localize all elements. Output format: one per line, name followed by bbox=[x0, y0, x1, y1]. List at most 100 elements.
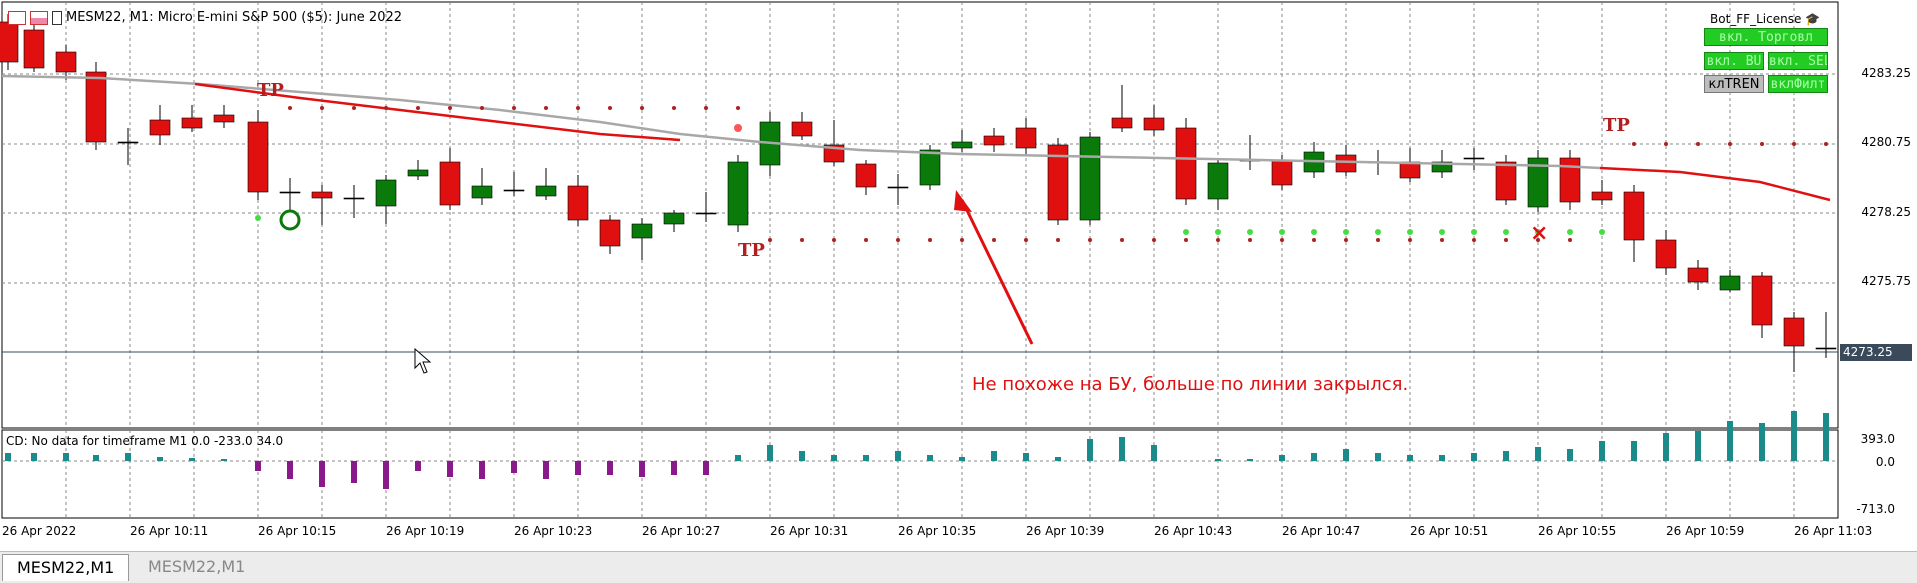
bear-candle bbox=[791, 121, 813, 137]
bear-candle bbox=[247, 121, 269, 193]
price-chart[interactable]: × bbox=[0, 0, 1917, 551]
hist-bar-positive bbox=[1215, 459, 1221, 461]
bear-candle bbox=[1751, 275, 1773, 326]
bull-candle bbox=[1207, 162, 1229, 200]
time-label: 26 Apr 10:23 bbox=[514, 524, 593, 538]
hist-bar-positive bbox=[1375, 453, 1381, 461]
sell-toggle-button[interactable]: вкл. SEL bbox=[1768, 52, 1828, 70]
tp-marker: TP bbox=[738, 240, 765, 261]
chart-window-icon[interactable] bbox=[8, 10, 26, 25]
tp-dot bbox=[1824, 142, 1828, 146]
chart-properties-icon[interactable] bbox=[30, 10, 48, 25]
bear-candle bbox=[1399, 161, 1421, 179]
bull-candle bbox=[919, 149, 941, 186]
tp-dot bbox=[480, 106, 484, 110]
price-label-4: 4275.75 bbox=[1861, 274, 1911, 288]
indicator-scale-max: 393.0 bbox=[1860, 432, 1895, 446]
green-dot bbox=[1471, 229, 1477, 235]
bear-candle bbox=[213, 114, 235, 123]
annotation-arrow-head bbox=[954, 190, 972, 212]
tp-dot bbox=[960, 238, 964, 242]
hist-bar-positive bbox=[1055, 457, 1061, 461]
price-label-1: 4283.25 bbox=[1861, 66, 1911, 80]
tab-active-chart[interactable]: MESM22,M1 bbox=[2, 554, 130, 581]
hist-bar-positive bbox=[863, 455, 869, 461]
bear-candle bbox=[149, 119, 171, 136]
bear-candle bbox=[343, 197, 365, 200]
green-dot bbox=[1375, 229, 1381, 235]
hist-bar-positive bbox=[1151, 445, 1157, 461]
hist-bar-positive bbox=[1631, 441, 1637, 461]
hist-bar-negative bbox=[447, 461, 453, 477]
bear-candle bbox=[1175, 127, 1197, 200]
hist-bar-positive bbox=[1695, 431, 1701, 461]
graduation-cap-icon: 🎓 bbox=[1805, 12, 1821, 26]
tp-dot bbox=[1088, 238, 1092, 242]
trend-toggle-button[interactable]: клTREN bbox=[1704, 75, 1764, 93]
bear-candle bbox=[311, 191, 333, 199]
red-dot bbox=[734, 124, 742, 132]
tp-dot bbox=[1056, 238, 1060, 242]
hist-bar-positive bbox=[93, 455, 99, 461]
hist-bar-positive bbox=[125, 453, 131, 461]
tp-dot bbox=[1472, 238, 1476, 242]
mouse-cursor-icon bbox=[414, 347, 434, 380]
hist-bar-positive bbox=[1567, 449, 1573, 461]
tp-dot bbox=[768, 238, 772, 242]
hist-bar-negative bbox=[319, 461, 325, 487]
hist-bar-positive bbox=[1439, 455, 1445, 461]
filter-toggle-button[interactable]: вклФилт bbox=[1768, 75, 1828, 93]
bear-candle bbox=[503, 189, 525, 192]
hist-bar-positive bbox=[189, 458, 195, 461]
hist-bar-positive bbox=[767, 445, 773, 461]
chart-annotation: Не похоже на БУ, больше по линии закрылс… bbox=[972, 374, 1409, 395]
bear-candle bbox=[0, 21, 19, 63]
hist-bar-positive bbox=[31, 453, 37, 461]
tp-dot bbox=[1376, 238, 1380, 242]
tp-dot bbox=[416, 106, 420, 110]
hist-bar-positive bbox=[157, 457, 163, 461]
indicator-pane-frame bbox=[1, 429, 1839, 519]
ma-red-line bbox=[194, 82, 681, 142]
hist-bar-positive bbox=[1471, 453, 1477, 461]
buy-toggle-button[interactable]: вкл. BU bbox=[1704, 52, 1764, 70]
bear-candle bbox=[1591, 191, 1613, 201]
green-dot bbox=[1439, 229, 1445, 235]
bear-candle bbox=[1111, 117, 1133, 129]
price-label-3: 4278.25 bbox=[1861, 205, 1911, 219]
bear-candle bbox=[695, 212, 717, 215]
tp-dot bbox=[1184, 238, 1188, 242]
chart-template-icon[interactable] bbox=[52, 10, 62, 25]
trade-toggle-button[interactable]: вкл. Торговл bbox=[1704, 28, 1828, 46]
bull-candle bbox=[1431, 161, 1453, 173]
tp-dot bbox=[1568, 238, 1572, 242]
bear-candle bbox=[855, 163, 877, 188]
hist-bar-positive bbox=[1247, 459, 1253, 461]
bear-candle bbox=[1143, 117, 1165, 131]
bear-candle bbox=[983, 135, 1005, 146]
hist-bar-negative bbox=[671, 461, 677, 475]
green-dot bbox=[1311, 229, 1317, 235]
tp-dot bbox=[384, 106, 388, 110]
tp-dot bbox=[928, 238, 932, 242]
bear-candle bbox=[1495, 161, 1517, 201]
hist-bar-positive bbox=[1503, 451, 1509, 461]
hist-bar-positive bbox=[1759, 423, 1765, 461]
green-dot bbox=[1599, 229, 1605, 235]
bull-candle bbox=[951, 141, 973, 149]
hist-bar-negative bbox=[703, 461, 709, 475]
tp-dot bbox=[1632, 142, 1636, 146]
bear-candle bbox=[567, 185, 589, 221]
hist-bar-positive bbox=[1023, 453, 1029, 461]
bear-candle bbox=[1559, 157, 1581, 203]
hist-bar-positive bbox=[831, 455, 837, 461]
hist-bar-positive bbox=[1311, 453, 1317, 461]
tab-inactive-chart[interactable]: MESM22,M1 bbox=[148, 557, 246, 576]
time-label: 26 Apr 10:43 bbox=[1154, 524, 1233, 538]
indicator-label: CD: No data for timeframe M1 0.0 -233.0 … bbox=[6, 434, 284, 448]
hist-bar-negative bbox=[287, 461, 293, 479]
time-label: 26 Apr 11:03 bbox=[1794, 524, 1873, 538]
tp-dot bbox=[352, 106, 356, 110]
hist-bar-negative bbox=[383, 461, 389, 489]
